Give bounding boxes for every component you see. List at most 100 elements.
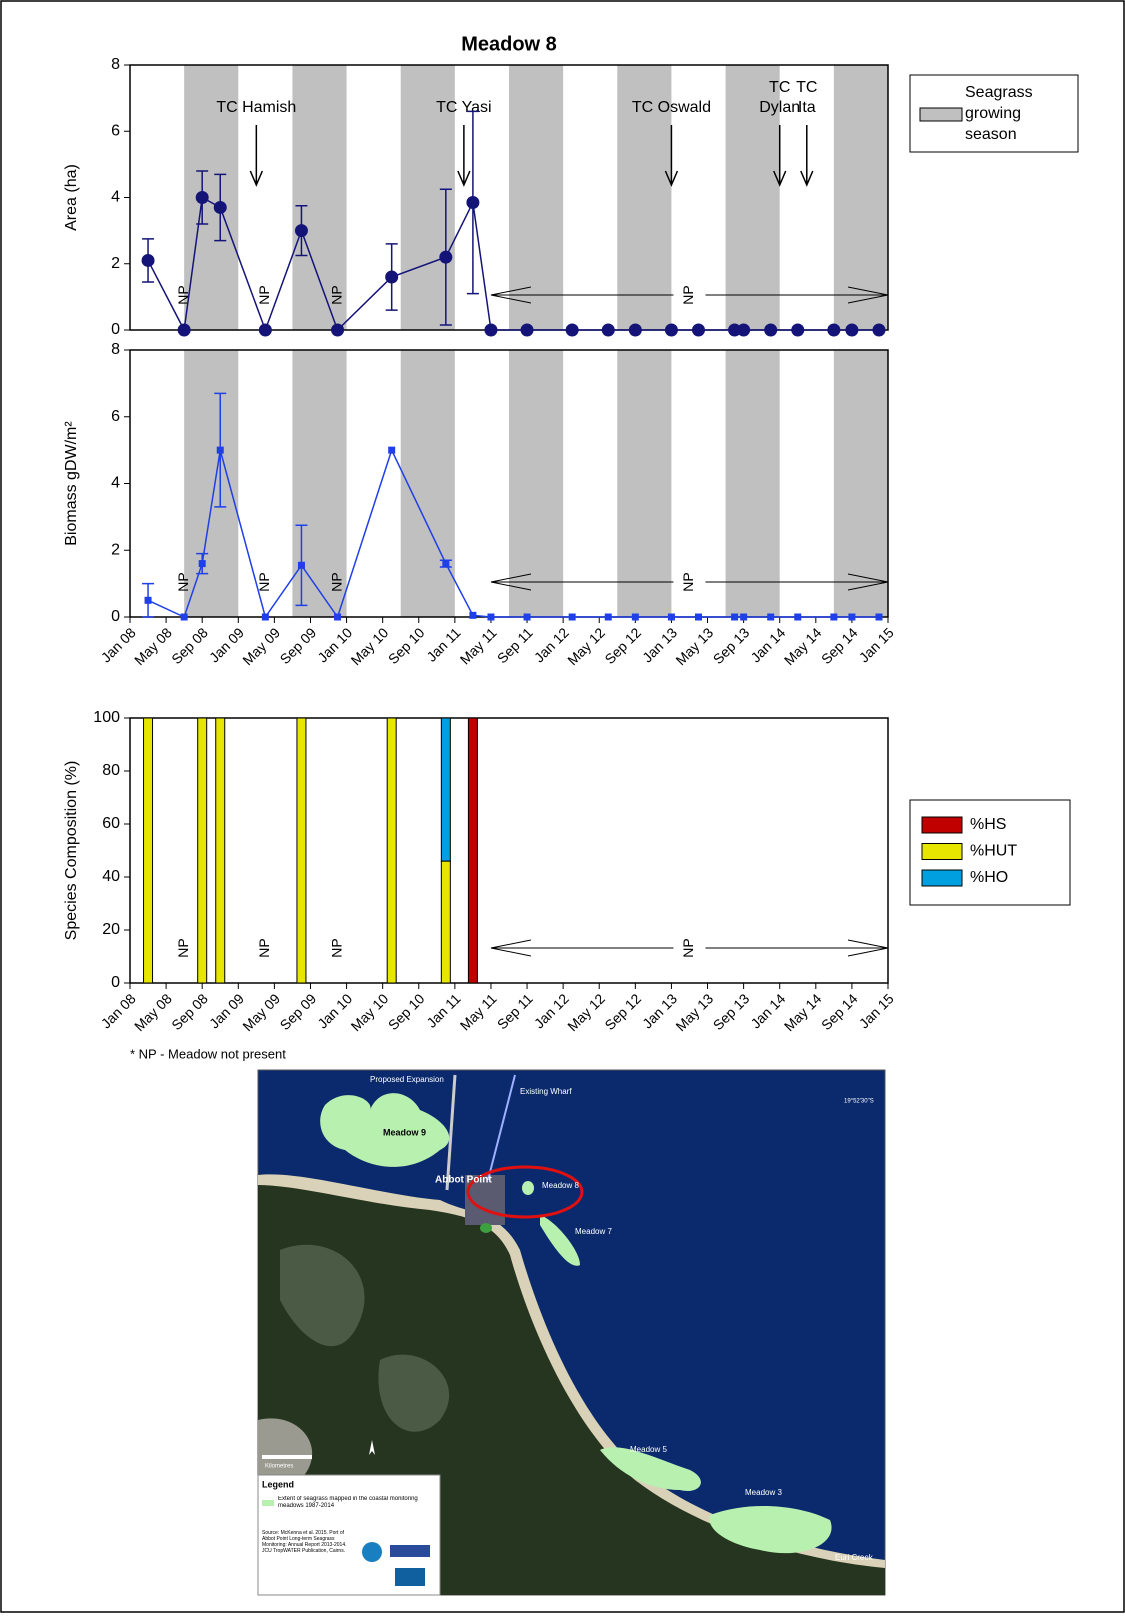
legend-swatch — [922, 817, 962, 833]
y-tick-label: 0 — [111, 321, 120, 338]
legend-swatch — [920, 108, 962, 121]
plot-area — [130, 718, 888, 983]
data-point — [605, 614, 612, 621]
chart-title: Meadow 8 — [461, 33, 557, 55]
y-axis-label: Species Composition (%) — [63, 761, 80, 941]
season-band — [617, 350, 671, 617]
data-point — [388, 447, 395, 454]
np-label: NP — [256, 938, 272, 957]
y-tick-label: 100 — [93, 709, 120, 726]
map-meadow — [522, 1181, 534, 1195]
data-point — [737, 324, 750, 337]
legend-swatch — [922, 870, 962, 886]
y-tick-label: 60 — [102, 815, 120, 832]
map-label: Existing Wharf — [520, 1087, 572, 1096]
map-label: Meadow 7 — [575, 1227, 612, 1236]
np-label: NP — [175, 938, 191, 957]
y-tick-label: 4 — [111, 189, 120, 206]
y-tick-label: 6 — [111, 408, 120, 425]
np-label: NP — [680, 572, 696, 591]
data-point — [569, 614, 576, 621]
data-point — [794, 614, 801, 621]
map-label: Euri Creek — [835, 1553, 874, 1562]
data-point — [331, 324, 344, 337]
data-point — [521, 324, 534, 337]
map-scale-bar — [262, 1455, 312, 1459]
y-tick-label: 2 — [111, 255, 120, 272]
data-point — [181, 614, 188, 621]
map-label: 19°52'30"S — [844, 1099, 874, 1105]
np-label: NP — [328, 938, 344, 957]
y-axis-label: Area (ha) — [63, 164, 80, 231]
np-label: NP — [256, 285, 272, 304]
data-point — [295, 224, 308, 237]
data-point — [740, 614, 747, 621]
y-tick-label: 20 — [102, 921, 120, 938]
bar-segment — [144, 718, 153, 983]
data-point — [845, 324, 858, 337]
map-pond — [480, 1223, 492, 1233]
legend-label: %HS — [970, 816, 1006, 833]
data-point — [259, 324, 272, 337]
data-point — [484, 324, 497, 337]
data-point — [442, 560, 449, 567]
map-logo — [395, 1568, 425, 1586]
bar-segment — [468, 718, 477, 983]
map-legend-swatch — [262, 1500, 274, 1506]
legend-label: Seagrass — [965, 84, 1033, 101]
data-point — [199, 560, 206, 567]
data-point — [665, 324, 678, 337]
season-band — [834, 65, 888, 330]
bar-segment — [441, 718, 450, 861]
y-tick-label: 40 — [102, 868, 120, 885]
bar-segment — [387, 718, 396, 983]
data-point — [298, 562, 305, 569]
data-point — [668, 614, 675, 621]
data-point — [262, 614, 269, 621]
footnote: * NP - Meadow not present — [130, 1046, 286, 1061]
data-point — [848, 614, 855, 621]
data-point — [524, 614, 531, 621]
map-label: Meadow 9 — [383, 1127, 426, 1137]
data-point — [827, 324, 840, 337]
legend-swatch — [922, 844, 962, 860]
y-tick-label: 8 — [111, 341, 120, 358]
data-point — [632, 614, 639, 621]
data-point — [692, 324, 705, 337]
data-point — [830, 614, 837, 621]
data-point — [695, 614, 702, 621]
data-point — [466, 196, 479, 209]
data-point — [217, 447, 224, 454]
figure: Meadow 8 * NP - Meadow not present Propo… — [0, 0, 1125, 1613]
y-tick-label: 0 — [111, 974, 120, 991]
map-source-text: Source: McKenna et al. 2015. Port of Abb… — [262, 1530, 352, 1554]
data-point — [764, 324, 777, 337]
cyclone-label: Dylan — [759, 99, 800, 116]
np-label: NP — [328, 285, 344, 304]
data-point — [566, 324, 579, 337]
cyclone-label: Ita — [798, 99, 816, 116]
y-axis-label: Biomass gDW/m² — [63, 421, 80, 546]
cyclone-label: TC — [796, 79, 817, 96]
cyclone-label: TC — [769, 79, 790, 96]
data-point — [731, 614, 738, 621]
data-point — [214, 201, 227, 214]
data-point — [145, 597, 152, 604]
data-point — [469, 612, 476, 619]
map-logo — [390, 1545, 430, 1557]
np-label: NP — [680, 285, 696, 304]
map-label: Meadow 8 — [542, 1181, 579, 1190]
data-point — [385, 271, 398, 284]
data-point — [872, 324, 885, 337]
map-legend-title: Legend — [262, 1479, 294, 1489]
season-band — [401, 350, 455, 617]
bar-segment — [441, 861, 450, 983]
data-point — [178, 324, 191, 337]
season-band — [184, 350, 238, 617]
bar-segment — [198, 718, 207, 983]
np-label: NP — [328, 572, 344, 591]
map-legend-text: Extent of seagrass mapped in the coastal… — [278, 1496, 436, 1510]
legend-label: growing — [965, 105, 1021, 122]
map-logo — [362, 1542, 382, 1562]
data-point — [602, 324, 615, 337]
